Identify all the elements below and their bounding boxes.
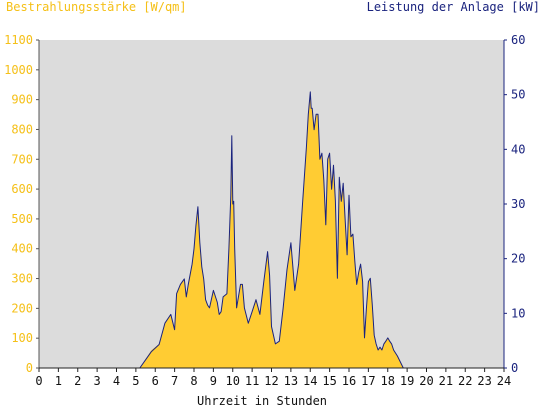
left-tick-label: 200 [11, 301, 33, 315]
left-tick-label: 700 [11, 152, 33, 166]
x-tick-label: 15 [322, 374, 336, 388]
right-tick-label: 50 [511, 88, 525, 102]
x-tick-label: 23 [477, 374, 491, 388]
x-tick-label: 13 [284, 374, 298, 388]
left-tick-label: 300 [11, 272, 33, 286]
left-tick-label: 500 [11, 212, 33, 226]
right-tick-label: 40 [511, 142, 525, 156]
x-tick-label: 0 [35, 374, 42, 388]
x-tick-label: 24 [497, 374, 511, 388]
x-tick-label: 18 [381, 374, 395, 388]
right-tick-label: 30 [511, 197, 525, 211]
x-tick-label: 17 [361, 374, 375, 388]
left-tick-label: 400 [11, 242, 33, 256]
left-tick-label: 600 [11, 182, 33, 196]
left-axis-title: Bestrahlungsstärke [W/qm] [6, 0, 187, 14]
x-tick-label: 12 [264, 374, 278, 388]
x-tick-label: 10 [226, 374, 240, 388]
left-tick-label: 1100 [4, 33, 33, 47]
x-tick-label: 21 [439, 374, 453, 388]
x-tick-label: 8 [190, 374, 197, 388]
x-tick-label: 11 [245, 374, 259, 388]
series-layer [39, 90, 504, 369]
x-tick-label: 16 [342, 374, 356, 388]
x-tick-label: 22 [458, 374, 472, 388]
right-tick-label: 20 [511, 252, 525, 266]
x-tick-label: 1 [55, 374, 62, 388]
right-tick-label: 0 [511, 361, 518, 375]
x-tick-label: 9 [210, 374, 217, 388]
x-tick-label: 3 [94, 374, 101, 388]
right-tick-label: 10 [511, 306, 525, 320]
x-axis-label: Uhrzeit in Stunden [197, 394, 327, 408]
axes-layer: 0 1 2 3 4 5 6 7 8 9 10 11 12 13 14 15 16 17 18 19 20 21 22 23 24… [4, 33, 525, 388]
x-tick-label: 20 [419, 374, 433, 388]
left-tick-label: 0 [26, 361, 33, 375]
power-line [39, 91, 504, 369]
x-tick-label: 2 [74, 374, 81, 388]
right-axis-title: Leistung der Anlage [kW] [367, 0, 540, 14]
x-tick-label: 4 [113, 374, 120, 388]
left-tick-label: 1000 [4, 63, 33, 77]
x-tick-label: 5 [132, 374, 139, 388]
left-tick-label: 100 [11, 331, 33, 345]
x-tick-label: 6 [152, 374, 159, 388]
x-tick-label: 14 [303, 374, 317, 388]
left-tick-label: 800 [11, 122, 33, 136]
right-tick-label: 60 [511, 33, 525, 47]
x-tick-label: 7 [171, 374, 178, 388]
left-tick-label: 900 [11, 93, 33, 107]
x-tick-label: 19 [400, 374, 414, 388]
